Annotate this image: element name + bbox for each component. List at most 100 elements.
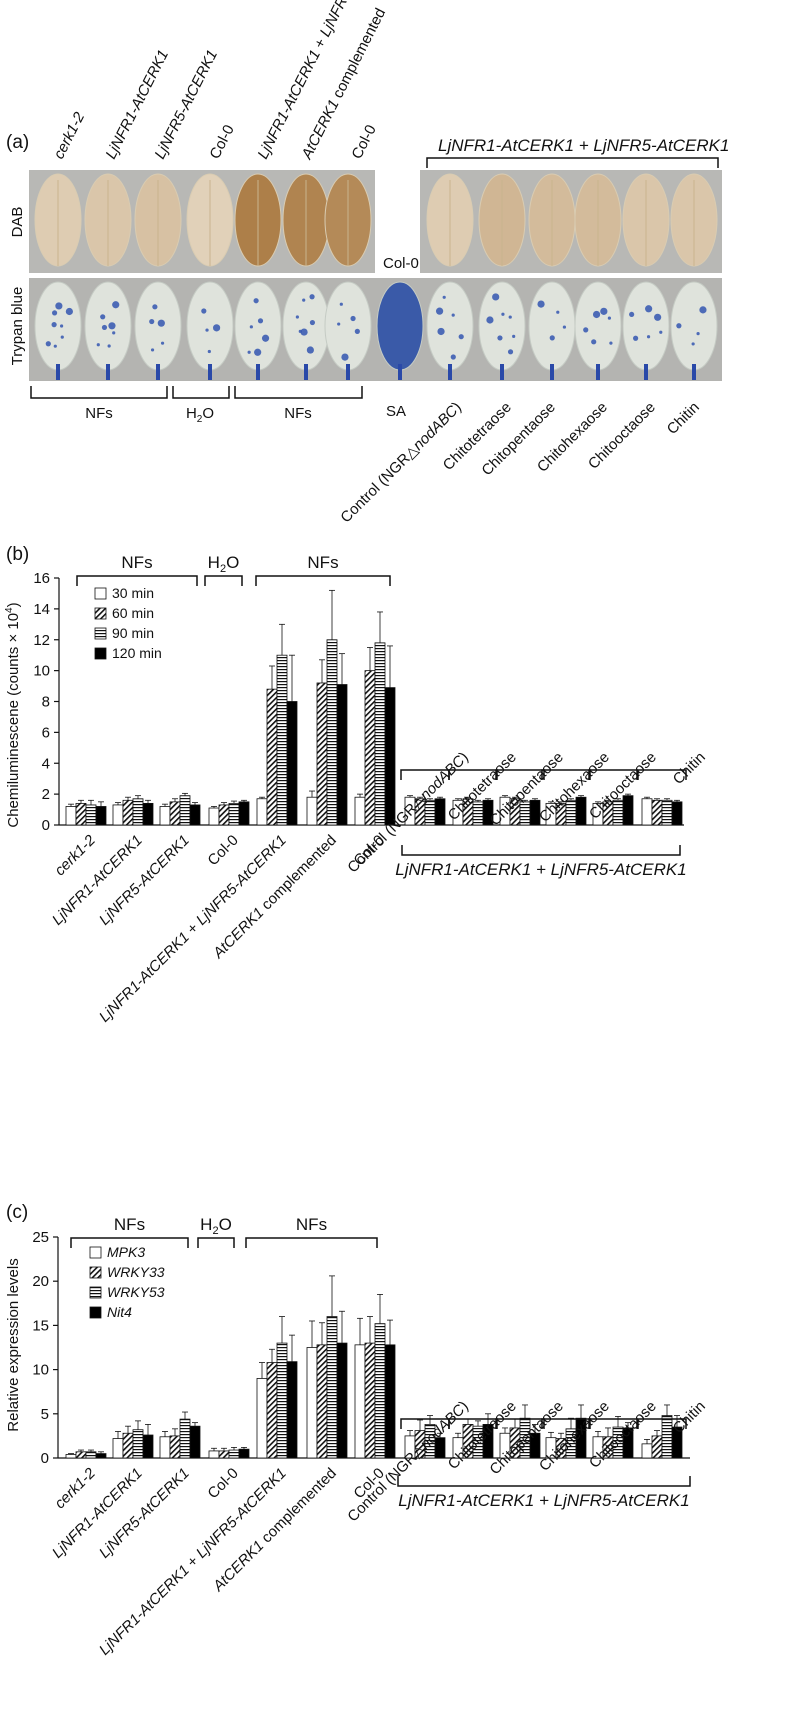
b-bar-90-min-0 xyxy=(85,804,97,826)
trypan-stain-spot xyxy=(300,328,308,336)
trypan-stain-spot xyxy=(591,339,597,345)
c-bar-nit4-3 xyxy=(238,1448,250,1459)
c-top-group-label-2: NFs xyxy=(296,1215,327,1234)
h2o-label: H2O xyxy=(186,405,214,425)
panel-a-right-group-bracket xyxy=(426,157,719,168)
trypan-stain-spot xyxy=(646,335,651,339)
b-bar-120-min-3 xyxy=(238,801,250,826)
b-y-tick-label-0: 0 xyxy=(42,817,50,834)
c-top-group-label-1: H2O xyxy=(200,1215,232,1237)
c-x-label-3: Col-0 xyxy=(204,1465,241,1502)
trypan-stain-spot xyxy=(65,307,73,316)
label-fragment: H xyxy=(208,553,220,572)
b-bar-60-min-6 xyxy=(364,670,376,826)
trypan-stain-spot xyxy=(458,334,464,340)
trypan-stain-spot xyxy=(96,343,100,347)
panel-b-plot: 0 2 4 6 8 10 12 14 16 cerk1-2 LjNFR1-AtCERK1LjNFR5… xyxy=(33,553,709,1026)
b-treatment-bracket-1 xyxy=(448,769,498,780)
b-legend-swatch-90-min xyxy=(94,627,107,640)
b-legend-swatch-120-min xyxy=(94,647,107,660)
trypan-stain-spot xyxy=(112,331,116,335)
trypan-leaf-9 xyxy=(478,281,526,371)
c-top-group-label-0: NFs xyxy=(114,1215,145,1234)
trypan-stain-spot xyxy=(537,300,545,308)
trypan-leaves xyxy=(34,281,718,380)
trypan-stain-spot xyxy=(592,310,601,319)
c-top-bracket-0 xyxy=(70,1237,189,1248)
panel-c-plot: 0 5 10 15 20 25 cerk1-2 LjNFR1-AtCERK1LjNFR5-At… xyxy=(32,1215,709,1659)
b-bar-90-min-4 xyxy=(276,654,288,826)
panel-a-bottom-brackets: NFs H2O NFs SA xyxy=(30,386,406,425)
panel-a-row-label-dab: DAB xyxy=(9,207,26,238)
b-bar-120-min-4 xyxy=(286,701,298,826)
b-bar-120-min-6 xyxy=(384,687,396,826)
trypan-stain-spot xyxy=(160,341,165,345)
trypan-stain-spot xyxy=(249,325,253,329)
trypan-stain-spot xyxy=(486,316,494,324)
label-fragment: LjNFR5-AtCERK1 xyxy=(193,1465,290,1562)
trypan-stain-spot xyxy=(562,325,567,329)
trypan-stain-spot xyxy=(676,323,682,329)
b-top-group-label-2: NFs xyxy=(307,553,338,572)
b-legend-swatch-60-min xyxy=(94,607,107,620)
b-bar-120-min-10 xyxy=(575,796,587,826)
trypan-stain-spot xyxy=(212,324,221,332)
c-top-bracket-2 xyxy=(245,1237,378,1248)
c-top-bracket-1 xyxy=(197,1237,235,1248)
c-bar-nit4-2 xyxy=(189,1425,201,1459)
label-fragment: LjNFR1-AtCERK1 xyxy=(96,1562,193,1659)
panel-a-column-labels: cerk1-2 LjNFR1-AtCERK1LjNFR5-AtCERK1Col-0… xyxy=(50,0,389,163)
b-bar-30-min-2 xyxy=(159,806,171,826)
label-fragment: Col-0 xyxy=(206,122,237,162)
trypan-leaf-1 xyxy=(84,281,132,371)
trypan-stain-spot xyxy=(207,349,211,354)
b-top-group-label-0: NFs xyxy=(121,553,152,572)
c-y-tick-label-20: 20 xyxy=(32,1273,49,1290)
c-bar-wrky33-1 xyxy=(122,1432,134,1459)
b-y-tick-label-10: 10 xyxy=(33,663,50,680)
b-top-bracket-1 xyxy=(204,575,243,586)
panel-a-column-label-6: Col-0 xyxy=(348,122,379,162)
trypan-leaf-0 xyxy=(34,281,82,371)
trypan-stain-spot xyxy=(696,332,700,336)
panel-b-y-axis-title: Chemiluminescene (counts × 104) xyxy=(4,602,22,827)
c-bar-mpk3-0 xyxy=(65,1454,77,1459)
b-bar-60-min-3 xyxy=(218,804,230,826)
trypan-stain-spot xyxy=(645,305,653,313)
b-bar-60-min-12 xyxy=(651,799,663,826)
trypan-leaf-petiole-3 xyxy=(208,364,212,380)
trypan-stain-spot xyxy=(549,335,555,341)
label-fragment: + xyxy=(309,32,332,55)
trypan-stain-spot xyxy=(257,318,264,324)
c-bar-wrky53-0 xyxy=(85,1451,97,1459)
trypan-stain-spot xyxy=(107,344,111,348)
panel-a-column-label-0: cerk1-2 xyxy=(50,109,88,162)
b-treatment-label-5: Chitin xyxy=(670,749,709,788)
c-bar-nit4-5 xyxy=(336,1342,348,1459)
b-bar-120-min-12 xyxy=(671,801,683,826)
label-fragment: H xyxy=(200,1215,212,1234)
trypan-stain-spot xyxy=(501,312,505,316)
b-top-group-label-1: H2O xyxy=(208,553,240,575)
b-y-tick-label-2: 2 xyxy=(42,786,50,803)
b-bar-90-min-3 xyxy=(228,802,240,826)
c-bar-wrky33-2 xyxy=(169,1435,181,1459)
trypan-stain-spot xyxy=(101,324,108,331)
c-bar-mpk3-12 xyxy=(641,1443,653,1459)
c-treatment-label-5: Chitin xyxy=(670,1398,709,1437)
trypan-leaf-petiole-7 xyxy=(398,364,402,380)
b-top-bracket-2 xyxy=(255,575,391,586)
label-fragment: AtCERK1 xyxy=(298,97,343,163)
trypan-leaf-2 xyxy=(134,281,182,371)
trypan-stain-spot xyxy=(633,335,639,341)
c-bar-wrky53-3 xyxy=(228,1449,240,1459)
c-bar-wrky33-5 xyxy=(316,1344,328,1459)
trypan-stain-spot xyxy=(512,334,516,338)
trypan-stain-spot xyxy=(600,307,608,315)
label-fragment: 2 xyxy=(220,563,226,575)
b-bottom-group-label: LjNFR1-AtCERK1 + LjNFR5-AtCERK1 xyxy=(395,860,686,879)
b-y-tick-label-14: 14 xyxy=(33,601,50,618)
trypan-stain-spot xyxy=(53,344,57,348)
c-bar-nit4-0 xyxy=(95,1453,107,1459)
trypan-leaf-petiole-8 xyxy=(448,364,452,380)
